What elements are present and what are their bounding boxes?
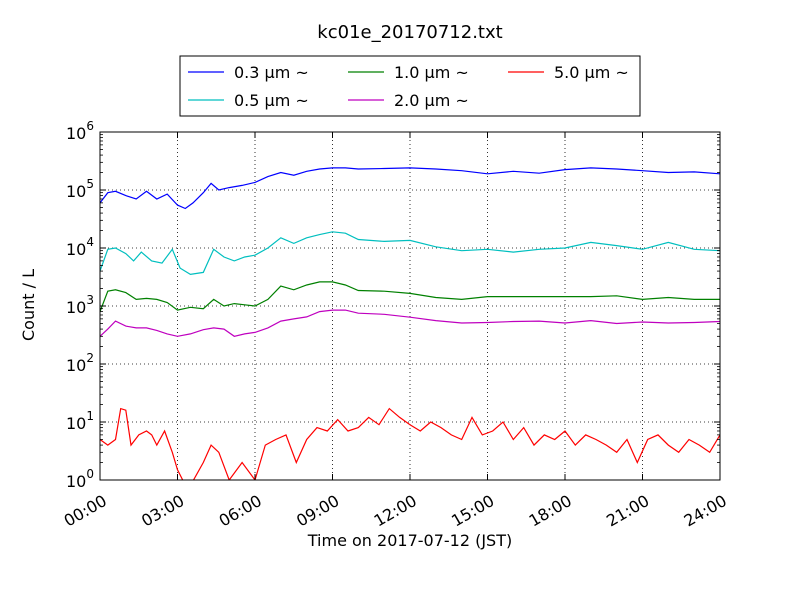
grid-lines <box>100 132 720 480</box>
y-tick-label: 102 <box>66 351 94 375</box>
series-line-2 <box>100 231 720 276</box>
series-layer <box>100 167 720 480</box>
y-tick-labels: 100 101 102 103 104 105 106 <box>66 119 94 491</box>
chart-title: kc01e_20170712.txt <box>317 22 502 43</box>
legend-label-4: 2.0 μm ~ <box>394 91 469 110</box>
legend-label-2: 0.5 μm ~ <box>234 91 309 110</box>
y-tick-label: 104 <box>66 235 94 259</box>
series-line-1 <box>100 167 720 210</box>
legend-frame <box>179 55 641 117</box>
legend-label-5: 5.0 μm ~ <box>554 63 629 82</box>
series-line-4 <box>100 309 720 337</box>
tick-marks <box>99 131 721 481</box>
plot-area <box>99 131 721 481</box>
y-axis-label: Count / L <box>19 269 38 341</box>
series-line-3 <box>100 281 720 312</box>
series-line-5 <box>100 407 720 480</box>
legend: 0.3 μm ~ 0.5 μm ~ 1.0 μm ~ 2.0 μm ~ 5.0 μm ~ <box>179 55 641 117</box>
x-axis-label: Time on 2017-07-12 (JST) <box>307 531 512 550</box>
legend-label-1: 0.3 μm ~ <box>234 63 309 82</box>
y-tick-label: 103 <box>66 293 94 317</box>
y-tick-label: 101 <box>66 409 94 433</box>
legend-label-3: 1.0 μm ~ <box>394 63 469 82</box>
y-tick-label: 100 <box>66 467 94 491</box>
y-tick-label: 105 <box>66 177 94 201</box>
y-tick-label: 106 <box>66 119 94 143</box>
